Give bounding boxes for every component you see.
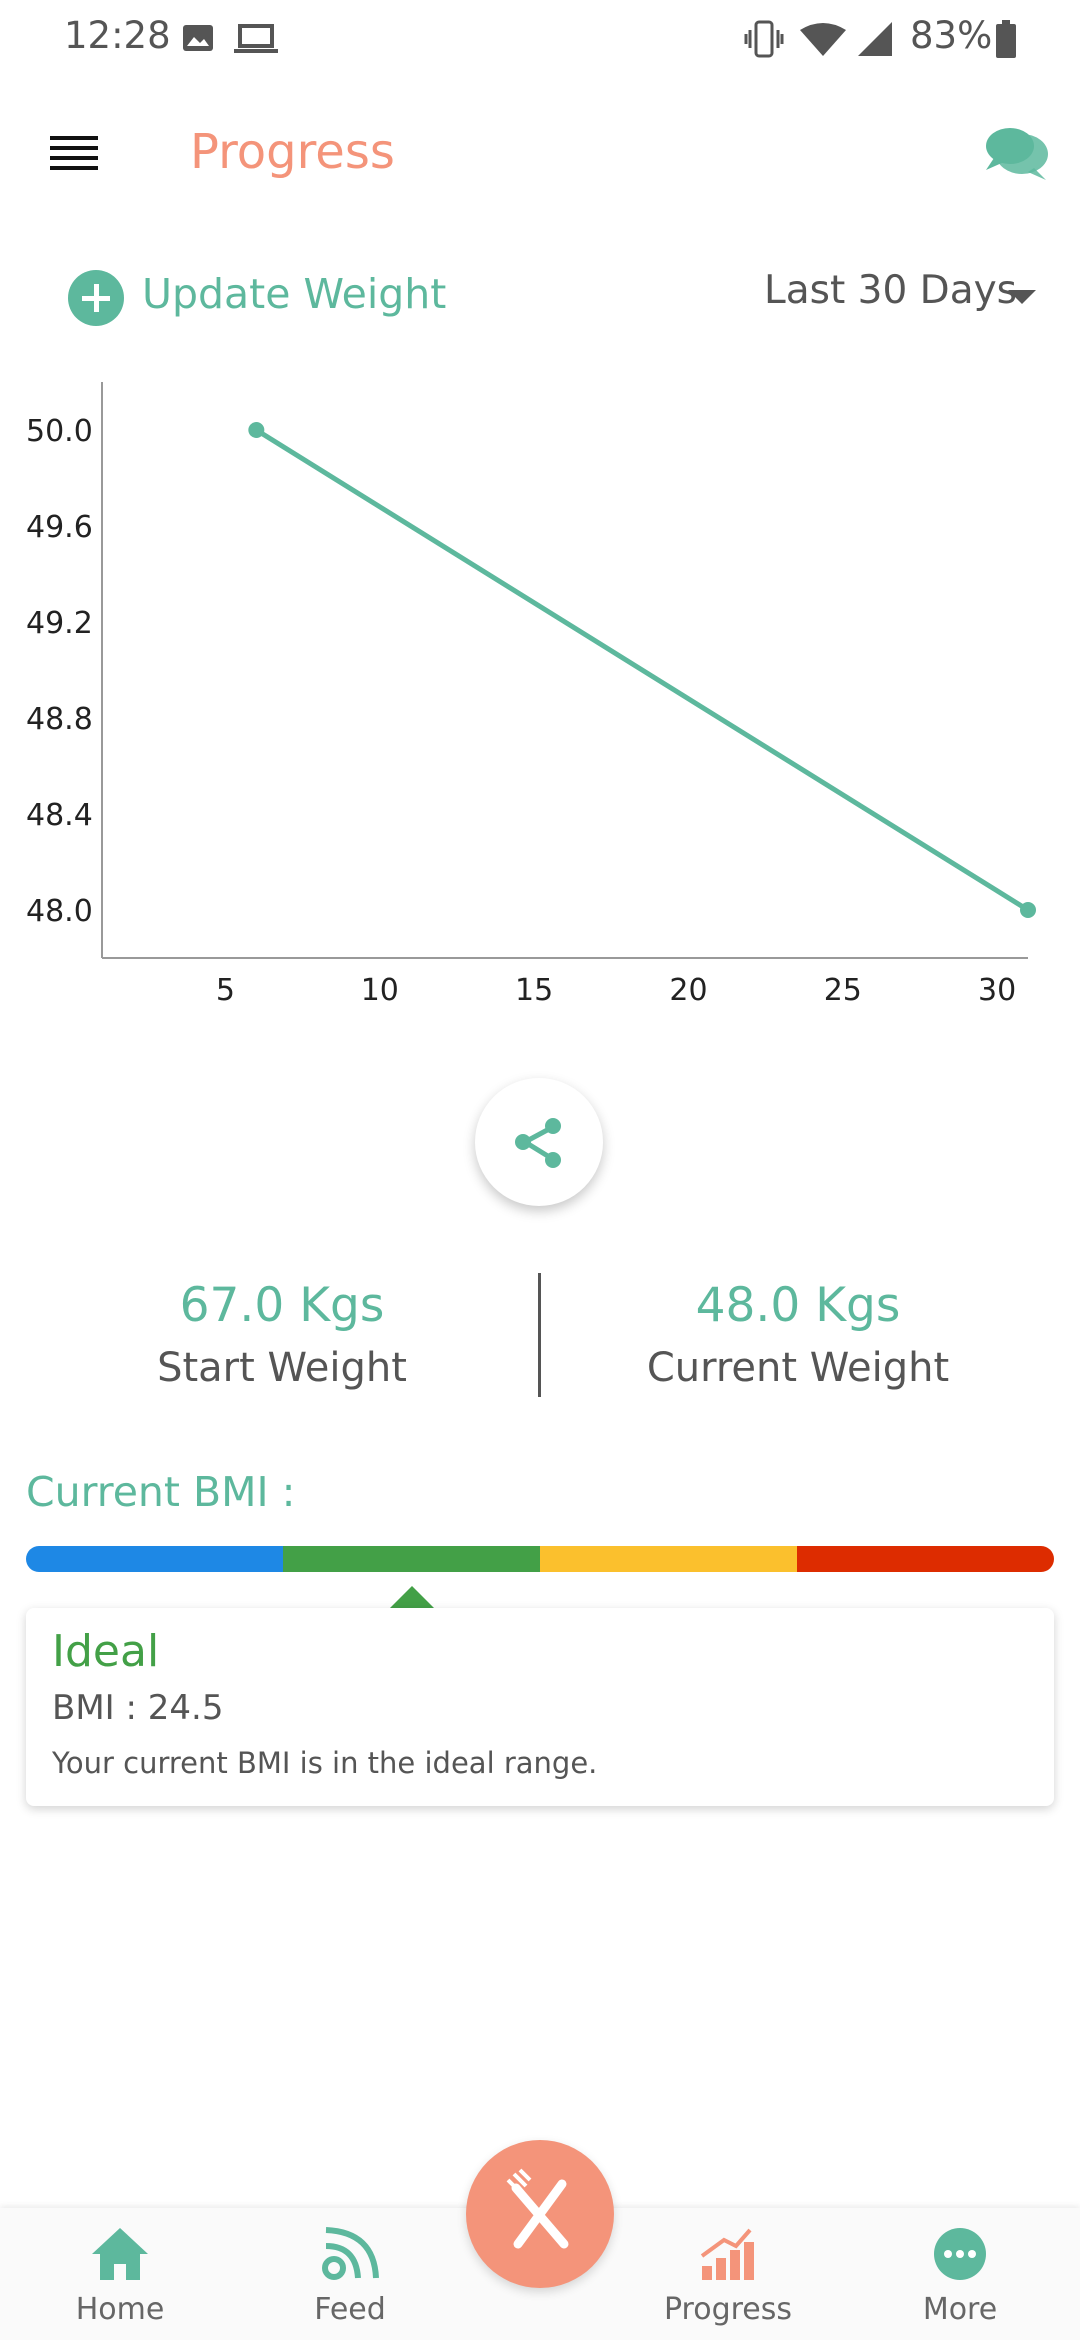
nav-more[interactable]: More xyxy=(880,2226,1040,2327)
bmi-scale-overweight xyxy=(540,1546,797,1572)
current-weight-value: 48.0 Kgs xyxy=(695,1278,901,1333)
y-tick-label: 49.2 xyxy=(26,606,93,641)
fork-knife-icon xyxy=(506,2168,569,2249)
start-weight-value: 67.0 Kgs xyxy=(179,1278,385,1333)
nav-home-label: Home xyxy=(75,2292,165,2327)
bmi-scale-bar xyxy=(26,1546,1054,1572)
y-tick-label: 50.0 xyxy=(26,414,93,449)
nav-feed[interactable]: Feed xyxy=(270,2226,430,2327)
add-weight-icon[interactable] xyxy=(68,270,124,326)
nav-more-label: More xyxy=(922,2292,998,2327)
bmi-heading: Current BMI : xyxy=(26,1468,296,1516)
y-tick-label: 48.0 xyxy=(26,894,93,929)
bmi-pointer-icon xyxy=(390,1586,434,1608)
bmi-scale-underweight xyxy=(26,1546,283,1572)
y-tick-label: 48.4 xyxy=(26,798,93,833)
page-title: Progress xyxy=(190,124,395,180)
weight-data-point xyxy=(1020,902,1036,918)
bmi-status: Ideal xyxy=(52,1626,160,1677)
hamburger-menu-icon[interactable] xyxy=(50,136,98,172)
weight-line-chart: 50.0 49.6 49.2 48.8 48.4 48.0 5 10 15 20 25 30 xyxy=(26,382,1036,1008)
start-weight-label: Start Weight xyxy=(157,1345,407,1391)
current-weight-label: Current Weight xyxy=(646,1345,950,1391)
bmi-value: BMI : 24.5 xyxy=(52,1688,224,1728)
battery-percent: 83% xyxy=(910,14,993,57)
x-tick-label: 5 xyxy=(216,973,235,1008)
update-weight-button[interactable]: Update Weight xyxy=(142,270,447,318)
more-icon xyxy=(934,2228,986,2280)
weight-data-point xyxy=(248,422,265,438)
nav-feed-label: Feed xyxy=(314,2292,386,2327)
wifi-icon xyxy=(800,23,846,56)
progress-chart-icon xyxy=(700,2228,754,2280)
weights-divider xyxy=(538,1273,541,1397)
date-range-select[interactable]: Last 30 Days xyxy=(764,268,1017,313)
chat-bubbles-icon[interactable] xyxy=(984,124,1050,182)
signal-icon xyxy=(858,22,892,56)
weight-series-line xyxy=(255,427,1030,913)
nav-home[interactable]: Home xyxy=(40,2226,200,2327)
laptop-icon xyxy=(234,24,278,53)
battery-icon xyxy=(996,20,1016,58)
nav-progress[interactable]: Progress xyxy=(648,2226,808,2327)
y-tick-label: 49.6 xyxy=(26,510,93,545)
bmi-scale-ideal xyxy=(283,1546,540,1572)
x-tick-label: 25 xyxy=(824,973,862,1008)
vibrate-icon xyxy=(744,20,784,58)
share-icon xyxy=(515,1118,561,1168)
status-time: 12:28 xyxy=(64,14,171,57)
x-tick-label: 20 xyxy=(669,973,707,1008)
nav-progress-label: Progress xyxy=(663,2292,793,2327)
x-tick-label: 15 xyxy=(515,973,553,1008)
bmi-scale-obese xyxy=(797,1546,1054,1572)
bmi-description: Your current BMI is in the ideal range. xyxy=(52,1746,598,1780)
y-tick-label: 48.8 xyxy=(26,702,93,737)
log-meal-button[interactable] xyxy=(466,2140,614,2288)
share-button[interactable] xyxy=(475,1078,603,1206)
feed-icon xyxy=(322,2227,379,2280)
x-tick-label: 10 xyxy=(361,973,399,1008)
dropdown-caret-icon[interactable] xyxy=(1008,290,1036,304)
x-tick-label: 30 xyxy=(978,973,1016,1008)
home-icon xyxy=(92,2228,148,2280)
bmi-card: Ideal BMI : 24.5 Your current BMI is in … xyxy=(26,1608,1054,1806)
image-icon xyxy=(183,25,213,51)
